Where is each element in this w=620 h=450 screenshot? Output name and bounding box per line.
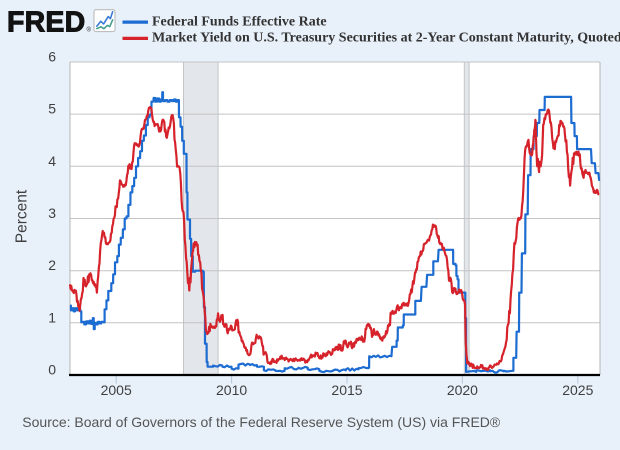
svg-text:2: 2 [48, 257, 56, 273]
svg-text:Percent: Percent [13, 189, 30, 243]
svg-text:6: 6 [48, 49, 56, 65]
svg-text:Federal Funds Effective Rate: Federal Funds Effective Rate [152, 15, 327, 30]
svg-text:Source: Board of Governors of: Source: Board of Governors of the Federa… [22, 414, 501, 430]
svg-text:4: 4 [48, 153, 56, 169]
svg-text:2020: 2020 [447, 382, 478, 398]
svg-text:2025: 2025 [562, 382, 593, 398]
svg-text:2005: 2005 [101, 382, 132, 398]
svg-text:2015: 2015 [331, 382, 362, 398]
svg-text:1: 1 [48, 309, 56, 325]
svg-text:2010: 2010 [216, 382, 247, 398]
svg-text:5: 5 [48, 101, 56, 117]
svg-text:0: 0 [48, 362, 56, 378]
svg-text:Market Yield on U.S. Treasury: Market Yield on U.S. Treasury Securities… [152, 31, 620, 46]
svg-text:FRED: FRED [7, 7, 85, 39]
svg-text:3: 3 [48, 205, 56, 221]
svg-text:®: ® [87, 27, 92, 34]
